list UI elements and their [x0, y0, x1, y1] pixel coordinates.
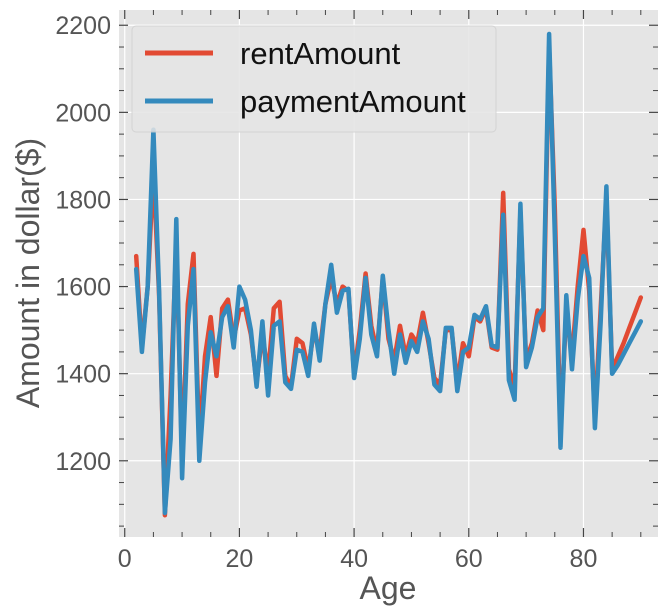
x-tick-label: 60	[455, 545, 483, 573]
y-tick-label: 2200	[55, 12, 111, 40]
y-tick-label: 1400	[55, 361, 111, 389]
x-tick-label: 0	[118, 545, 132, 573]
y-tick-label: 1200	[55, 448, 111, 476]
y-tick-label: 1600	[55, 274, 111, 302]
legend-label-paymentAmount: paymentAmount	[240, 84, 466, 119]
series-line-paymentAmount	[133, 31, 644, 516]
series-lines	[133, 31, 644, 518]
axis-ticks	[119, 10, 658, 537]
legend-box	[131, 25, 497, 133]
y-tick-label: 2000	[55, 99, 111, 127]
tick-labels: 0 20 40 60 80 1200 1400 1600 1800 2000 2200	[55, 12, 597, 573]
x-axis-label: Age	[360, 570, 417, 606]
legend-label-rentAmount: rentAmount	[240, 36, 401, 71]
x-tick-label: 80	[570, 545, 598, 573]
x-tick-label: 40	[340, 545, 368, 573]
y-tick-label: 1800	[55, 186, 111, 214]
y-axis-label: Amount in dollar($)	[10, 138, 46, 408]
x-tick-label: 20	[226, 545, 254, 573]
legend: rentAmount paymentAmount	[131, 25, 497, 133]
